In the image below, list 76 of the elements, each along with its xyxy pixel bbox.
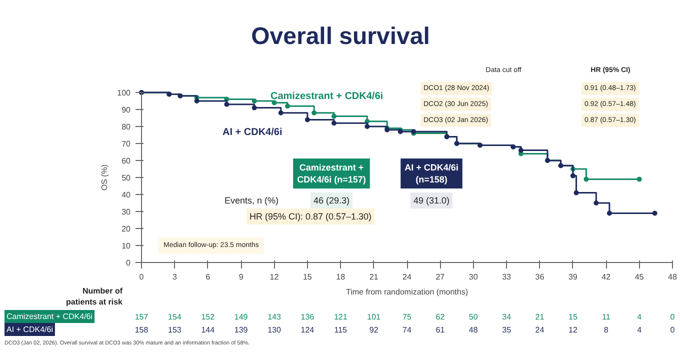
text: 124 — [300, 326, 315, 334]
y-tick-label: 50 — [122, 174, 132, 182]
text: 34 — [502, 312, 512, 322]
text: 11 — [602, 312, 611, 322]
x-tick-label: 39 — [568, 272, 578, 282]
text: 136 — [300, 312, 315, 322]
text: 115 — [334, 326, 348, 334]
y-tick-label: 10 — [122, 242, 132, 250]
series-label: AI + CDK4/6i — [222, 127, 282, 138]
text: 144 — [201, 326, 216, 334]
text: 50 — [468, 312, 478, 322]
text: 4 — [637, 312, 642, 322]
y-tick-label: 40 — [122, 190, 132, 200]
text: 152 — [201, 312, 216, 322]
text: 130 — [268, 326, 282, 334]
text: 153 — [168, 326, 182, 334]
text: 21 — [535, 312, 545, 322]
x-tick-label: 24 — [402, 272, 412, 282]
y-tick-label: 100 — [117, 88, 132, 98]
x-tick-label: 33 — [502, 272, 512, 282]
annotation: Events, n (%) — [224, 196, 279, 206]
annotation: Camizestrant + CDK4/6i (n=157) — [297, 162, 366, 184]
text: 158 — [134, 326, 149, 334]
x-tick-label: 3 — [172, 272, 178, 282]
text: 48 — [468, 326, 478, 334]
x-tick-label: 0 — [139, 272, 144, 282]
text: AI + CDK4/6i — [6, 325, 54, 334]
x-tick-label: 6 — [206, 272, 211, 282]
text: 0 — [670, 312, 676, 322]
x-axis-title: Time from randomization (months) — [346, 288, 468, 296]
y-tick-label: 30 — [122, 208, 132, 216]
text: Number of patients at risk — [66, 286, 124, 306]
text: 92 — [369, 326, 379, 334]
y-tick-label: 60 — [122, 156, 132, 166]
text: 15 — [568, 312, 578, 322]
y-tick-label: 0 — [126, 258, 132, 268]
y-tick-label: 20 — [122, 224, 132, 234]
x-tick-label: 48 — [668, 272, 678, 282]
text: 157 — [134, 312, 149, 322]
x-tick-label: 12 — [270, 272, 280, 282]
chart-title: Overall survival — [251, 23, 430, 50]
annotation: 46 (29.3) — [313, 196, 350, 206]
text: 24 — [535, 326, 545, 334]
y-axis-title: OS (%) — [100, 164, 110, 191]
text: 139 — [234, 326, 248, 334]
y-tick-label: 80 — [122, 122, 132, 132]
text: 121 — [334, 312, 348, 322]
text: 61 — [436, 326, 446, 334]
text: Camizestrant + CDK4/6i — [6, 312, 93, 321]
text: 154 — [168, 312, 182, 322]
text: 35 — [502, 326, 512, 334]
x-tick-label: 27 — [436, 272, 446, 282]
text: 0 — [670, 326, 676, 334]
text: 143 — [268, 312, 282, 322]
text: 74 — [402, 326, 412, 334]
x-tick-label: 15 — [302, 272, 312, 282]
x-tick-label: 18 — [336, 272, 346, 282]
text: 149 — [234, 312, 248, 322]
text: 75 — [402, 312, 412, 322]
x-tick-label: 36 — [535, 272, 545, 282]
y-tick-label: 70 — [122, 140, 132, 148]
x-tick-label: 9 — [238, 272, 244, 282]
text: 8 — [604, 326, 609, 334]
x-tick-label: 42 — [602, 272, 612, 282]
text: 12 — [568, 326, 578, 334]
text: 62 — [436, 312, 446, 322]
annotation: AI + CDK4/6i (n=158) — [404, 162, 458, 184]
series-label: Camizestrant + CDK4/6i — [270, 91, 384, 102]
text: 101 — [367, 312, 382, 322]
x-tick-label: 21 — [369, 272, 379, 282]
y-tick-label: 90 — [122, 106, 132, 114]
x-tick-label: 30 — [468, 272, 478, 282]
x-tick-label: 45 — [634, 272, 644, 282]
annotation: 49 (31.0) — [413, 196, 450, 206]
text: 4 — [637, 326, 642, 334]
annotation: HR (95% CI): 0.87 (0.57–1.30) — [249, 212, 372, 222]
